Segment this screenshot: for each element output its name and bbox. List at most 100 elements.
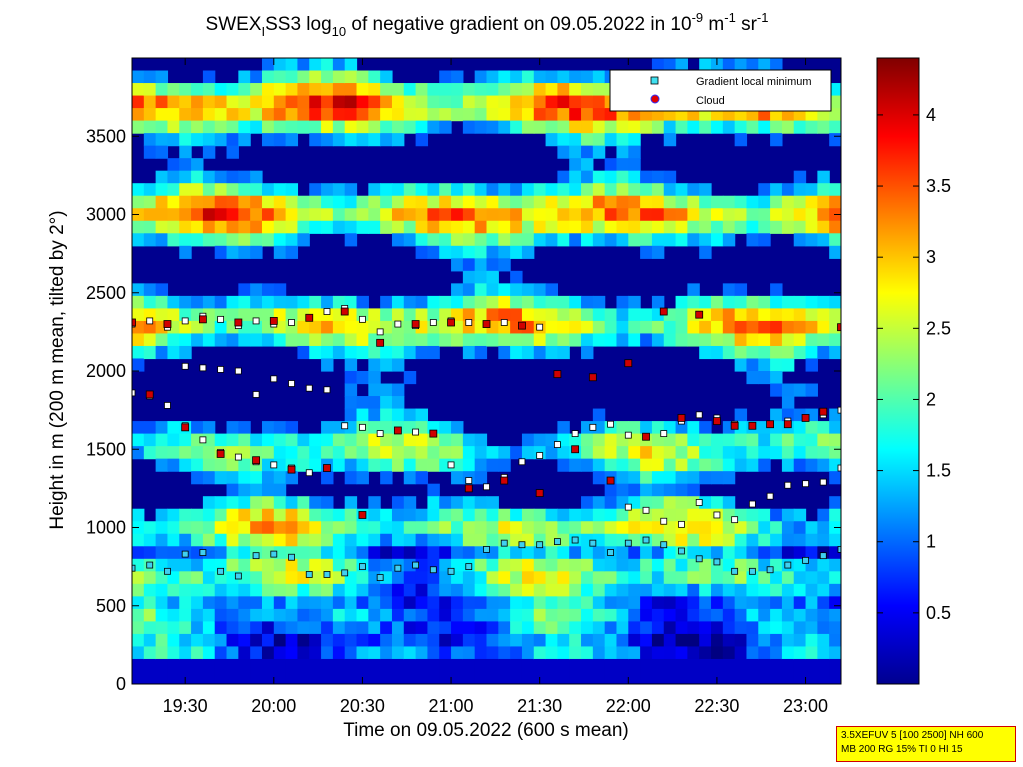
heatmap-cell <box>167 333 180 347</box>
heatmap-cell <box>191 608 204 622</box>
heatmap-cell <box>356 608 369 622</box>
heatmap-cell <box>226 145 239 159</box>
legend-gradient-marker <box>650 76 659 85</box>
heatmap-cell <box>616 471 629 485</box>
heatmap-cell <box>238 283 251 297</box>
heatmap-cell <box>368 133 381 147</box>
heatmap-cell <box>592 608 606 622</box>
heatmap-cell <box>226 471 239 485</box>
heatmap-cell <box>510 208 523 222</box>
heatmap-cell <box>202 446 216 460</box>
heatmap-cell <box>592 120 606 134</box>
cloud-marker <box>340 307 349 316</box>
heatmap-cell <box>273 646 287 660</box>
heatmap-cell <box>734 583 748 597</box>
heatmap-cell <box>498 183 511 197</box>
heatmap-cell <box>427 596 440 610</box>
heatmap-cell <box>285 295 299 309</box>
heatmap-cell <box>391 383 405 397</box>
heatmap-cell <box>817 421 830 435</box>
heatmap-cell <box>758 333 771 347</box>
heatmap-cell <box>628 446 641 460</box>
gradient-min-marker <box>412 428 420 436</box>
heatmap-cell <box>746 58 759 72</box>
heatmap-cell <box>250 621 263 635</box>
heatmap-cell <box>651 496 665 510</box>
heatmap-cell <box>474 621 488 635</box>
heatmap-cell <box>297 596 310 610</box>
heatmap-cell <box>545 671 558 684</box>
heatmap-cell <box>403 608 417 622</box>
heatmap-cell <box>711 608 724 622</box>
heatmap-cell <box>332 345 346 360</box>
heatmap-cell <box>439 521 452 535</box>
heatmap-cell <box>592 621 606 635</box>
heatmap-cell <box>722 283 736 297</box>
heatmap-cell <box>498 70 511 84</box>
heatmap-cell <box>758 646 771 660</box>
heatmap-cell <box>628 421 641 435</box>
heatmap-cell <box>344 646 358 660</box>
heatmap-cell <box>711 621 724 635</box>
gradient-min-marker <box>607 420 614 428</box>
heatmap-cell <box>179 558 192 572</box>
heatmap-cell <box>214 546 228 560</box>
gradient-min-marker <box>465 477 473 484</box>
gradient-min-marker <box>536 541 544 549</box>
y-tick-label: 3000 <box>86 205 126 225</box>
heatmap-cell <box>616 421 629 435</box>
heatmap-cell <box>403 583 417 597</box>
heatmap-cell <box>758 596 771 610</box>
heatmap-cell <box>202 671 216 684</box>
heatmap-cell <box>321 471 334 485</box>
heatmap-cell <box>746 333 759 347</box>
heatmap-cell <box>167 183 180 197</box>
heatmap-cell <box>498 345 511 360</box>
heatmap-cell <box>261 120 275 134</box>
gradient-min-marker <box>784 481 792 489</box>
heatmap-cell <box>391 546 405 560</box>
gradient-min-marker <box>554 538 561 545</box>
heatmap-cell <box>155 646 169 660</box>
heatmap-cell <box>829 671 841 684</box>
heatmap-cell <box>380 546 393 560</box>
heatmap-cell <box>616 220 629 234</box>
heatmap-cell <box>415 533 429 547</box>
heatmap-cell <box>368 120 381 134</box>
heatmap-cell <box>179 245 192 259</box>
heatmap-cell <box>829 608 841 622</box>
heatmap-cell <box>829 408 841 422</box>
heatmap-cell <box>368 383 381 397</box>
heatmap-cell <box>297 83 310 97</box>
gradient-min-marker <box>660 541 668 549</box>
heatmap-cell <box>309 83 322 97</box>
cloud-marker <box>518 321 526 330</box>
heatmap-cell <box>439 220 452 234</box>
heatmap-cell <box>510 546 523 560</box>
heatmap-cell <box>498 508 511 522</box>
heatmap-cell <box>687 183 700 197</box>
heatmap-cell <box>391 596 405 610</box>
heatmap-cell <box>770 383 783 397</box>
heatmap-cell <box>687 508 700 522</box>
heatmap-cell <box>675 208 688 222</box>
heatmap-cell <box>238 183 251 197</box>
heatmap-cell <box>557 195 570 209</box>
heatmap-cell <box>273 70 287 84</box>
heatmap-cell <box>273 233 287 247</box>
heatmap-cell <box>321 433 334 447</box>
heatmap-cell <box>498 245 511 259</box>
heatmap-cell <box>250 83 263 97</box>
heatmap-cell <box>332 596 346 610</box>
heatmap-cell <box>132 633 145 648</box>
heatmap-cell <box>155 446 169 460</box>
heatmap-cell <box>261 521 275 535</box>
heatmap-cell <box>285 596 299 610</box>
heatmap-cell <box>368 345 381 360</box>
heatmap-cell <box>214 658 228 673</box>
heatmap-cell <box>261 58 275 72</box>
heatmap-cell <box>545 558 558 572</box>
heatmap-cell <box>581 546 594 560</box>
heatmap-cell <box>581 458 594 472</box>
